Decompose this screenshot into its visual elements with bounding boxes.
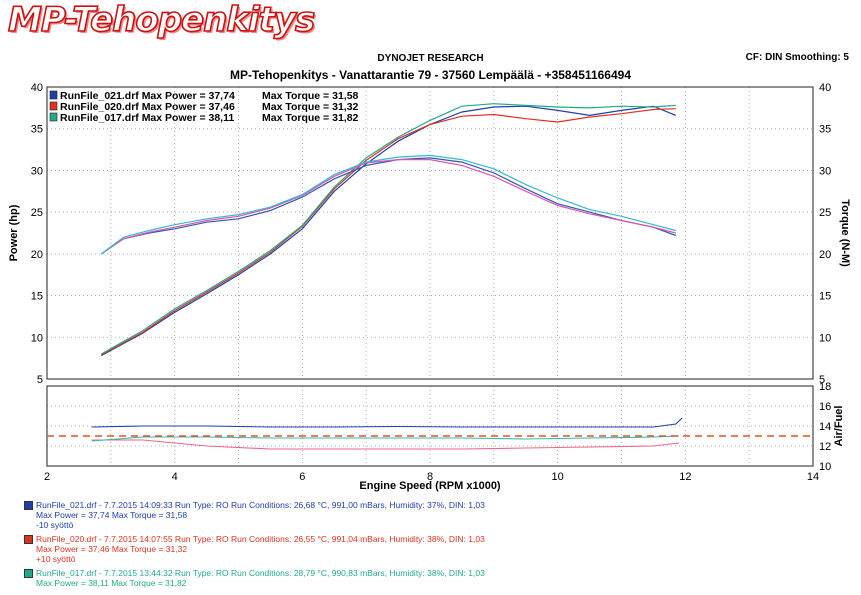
power-plot-frame bbox=[46, 86, 814, 380]
power-tick-label: 10 bbox=[31, 332, 43, 344]
x-tick-label: 2 bbox=[44, 471, 50, 483]
series-lines bbox=[47, 103, 813, 450]
chart-legend: RunFile_021.drf Max Power = 37,74 Max Tor… bbox=[49, 90, 359, 124]
power-tick-label: 30 bbox=[31, 165, 43, 177]
power-tick-label: 40 bbox=[31, 82, 43, 94]
run-021-note: -10 syöttö bbox=[36, 520, 74, 530]
correction-smoothing-label: CF: DIN Smoothing: 5 bbox=[745, 52, 849, 63]
afr-curve-runfile_017-drf bbox=[91, 435, 680, 442]
legend-file-power: RunFile_020.drf Max Power = 37,46 bbox=[60, 101, 235, 113]
axis-ticks: 5 5 10 10 15 15 20 20 25 25 30 30 35 35 40 40 10 12 14 16 18… bbox=[31, 82, 832, 483]
x-axis-label: Engine Speed (RPM x1000) bbox=[359, 480, 501, 492]
power-curve-runfile_017-drf bbox=[101, 103, 676, 355]
torque-axis-label: Torque (N-M) bbox=[839, 199, 851, 267]
run-021-max: Max Power = 37,74 Max Torque = 31,58 bbox=[36, 510, 188, 520]
dyno-chart: 5 5 10 10 15 15 20 20 25 25 30 30 35 35 40 40 10 12 14 16 18… bbox=[8, 82, 851, 492]
x-tick-label: 4 bbox=[172, 471, 178, 483]
torque-curve-runfile_017-drf bbox=[100, 154, 676, 255]
legend-file-power: RunFile_017.drf Max Power = 38,11 bbox=[60, 112, 234, 124]
afr-plot-frame bbox=[46, 385, 814, 467]
torque-tick-label: 20 bbox=[819, 249, 831, 261]
torque-tick-label: 40 bbox=[819, 82, 831, 94]
run-021-details: RunFile_021.drf - 7.7.2015 14:09:33 Run … bbox=[36, 500, 485, 510]
legend-max-torque: Max Torque = 31,82 bbox=[262, 112, 359, 124]
power-curve-runfile_020-drf bbox=[101, 108, 676, 356]
afr-tick-label: 10 bbox=[819, 461, 831, 473]
x-tick-label: 6 bbox=[299, 471, 305, 483]
power-tick-label: 15 bbox=[31, 291, 43, 303]
torque-curve-runfile_020-drf bbox=[100, 159, 676, 255]
power-tick-label: 20 bbox=[31, 249, 43, 261]
run-020-details: RunFile_020.drf - 7.7.2015 14:07:55 Run … bbox=[36, 534, 485, 544]
torque-tick-label: 10 bbox=[819, 332, 831, 344]
afr-tick-label: 12 bbox=[819, 441, 831, 453]
run-color-swatch-017 bbox=[24, 569, 33, 578]
x-tick-label: 10 bbox=[552, 471, 564, 483]
afr-axis-label: Air/Fuel bbox=[833, 406, 845, 447]
power-torque-grid bbox=[47, 87, 813, 379]
power-tick-label: 5 bbox=[37, 374, 43, 386]
torque-tick-label: 35 bbox=[819, 124, 831, 136]
afr-tick-label: 16 bbox=[819, 401, 831, 413]
run-020-max: Max Power = 37,46 Max Torque = 31,32 bbox=[36, 544, 188, 554]
legend-max-torque: Max Torque = 31,58 bbox=[262, 90, 359, 102]
afr-tick-label: 14 bbox=[819, 421, 831, 433]
torque-tick-label: 5 bbox=[819, 374, 825, 386]
x-tick-label: 12 bbox=[679, 471, 691, 483]
brand-logo: MP-Tehopenkitys bbox=[7, 0, 316, 41]
legend-swatch bbox=[49, 90, 58, 100]
torque-tick-label: 30 bbox=[819, 165, 831, 177]
legend-swatch bbox=[49, 112, 58, 122]
power-curve-runfile_021-drf bbox=[101, 105, 677, 357]
torque-tick-label: 25 bbox=[819, 207, 831, 219]
legend-swatch bbox=[49, 101, 58, 111]
run-017-max: Max Power = 38,11 Max Torque = 31,82 bbox=[36, 578, 187, 588]
x-tick-label: 8 bbox=[427, 471, 433, 483]
afr-curve-runfile_020-drf bbox=[91, 439, 680, 450]
power-tick-label: 25 bbox=[31, 207, 43, 219]
run-020-note: +10 syöttö bbox=[36, 554, 76, 564]
afr-tick-label: 18 bbox=[819, 381, 831, 393]
run-color-swatch-020 bbox=[24, 535, 33, 544]
power-tick-label: 35 bbox=[31, 124, 43, 136]
chart-subtitle: MP-Tehopenkitys - Vanattarantie 79 - 375… bbox=[230, 68, 631, 82]
run-color-swatch-021 bbox=[24, 501, 33, 510]
x-tick-label: 14 bbox=[807, 471, 819, 483]
manufacturer-label: DYNOJET RESEARCH bbox=[377, 53, 484, 64]
run-017-details: RunFile_017.drf - 7.7.2015 13:44:32 Run … bbox=[36, 568, 485, 578]
torque-tick-label: 15 bbox=[819, 291, 831, 303]
power-axis-label: Power (hp) bbox=[8, 204, 20, 261]
afr-curve-runfile_021-drf bbox=[91, 417, 683, 428]
legend-max-torque: Max Torque = 31,32 bbox=[262, 101, 359, 113]
torque-curve-runfile_021-drf bbox=[100, 157, 677, 255]
legend-file-power: RunFile_021.drf Max Power = 37,74 bbox=[60, 90, 235, 102]
